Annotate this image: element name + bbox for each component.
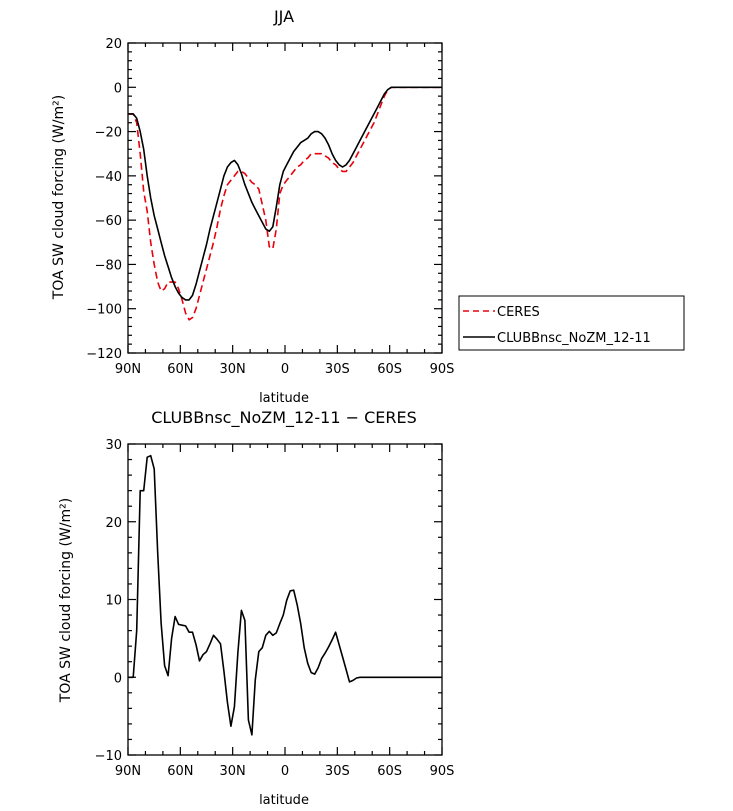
top-x-tick-label: 90N (115, 362, 141, 377)
top-y-tick-label: −120 (86, 347, 122, 362)
top-x-tick-label: 60S (377, 362, 402, 377)
top-series-line-1 (128, 86, 442, 301)
top-y-axis-label: TOA SW cloud forcing (W/m²) (51, 95, 67, 300)
top-y-tick-label: −100 (86, 303, 122, 318)
top-x-axis-label: latitude (259, 391, 309, 406)
bottom-y-tick-label: 20 (105, 516, 122, 531)
top-x-tick-label: 30N (220, 362, 246, 377)
bottom-x-tick-label: 60N (167, 764, 193, 779)
top-y-tick-label: −60 (95, 214, 122, 229)
top-y-tick-label: 20 (105, 37, 122, 52)
bottom-y-tick-label: 30 (105, 438, 122, 453)
bottom-y-axis-label: TOA SW cloud forcing (W/m²) (58, 498, 74, 703)
bottom-x-tick-label: 30N (220, 764, 246, 779)
top-x-tick-label: 60N (167, 362, 193, 377)
top-y-tick-label: −40 (95, 170, 122, 185)
legend: CERES CLUBBnsc_NoZM_12-11 (458, 295, 685, 351)
bottom-x-tick-label: 60S (377, 764, 402, 779)
bottom-plot-frame (127, 443, 443, 756)
bottom-panel: CLUBBnsc_NoZM_12-11 − CERES 90N 60N 30N 0 30… (58, 408, 454, 808)
legend-box (458, 295, 685, 351)
top-panel: JJA 90N 60N 30N 0 30S 60S 90S −120 −100 −80 −60 −40… (51, 7, 685, 406)
top-y-tick-label: 0 (114, 81, 122, 96)
bottom-x-tick-label: 90N (115, 764, 141, 779)
bottom-axis-ticks: 90N 60N 30N 0 30S 60S 90S −10 0 10 20 30 (95, 438, 455, 779)
top-chart-title: JJA (273, 7, 294, 26)
top-x-tick-label: 30S (325, 362, 350, 377)
top-x-tick-label: 90S (430, 362, 455, 377)
top-plot-frame (127, 42, 443, 354)
bottom-x-tick-label: 90S (430, 764, 455, 779)
legend-label-clubb: CLUBBnsc_NoZM_12-11 (497, 331, 651, 346)
top-y-tick-label: −80 (95, 258, 122, 273)
bottom-series-lines (128, 454, 442, 736)
bottom-x-axis-label: latitude (259, 793, 309, 808)
top-series-line-0 (128, 86, 442, 321)
bottom-series-line-0 (128, 454, 442, 736)
bottom-y-tick-label: 0 (114, 671, 122, 686)
top-y-tick-label: −20 (95, 126, 122, 141)
bottom-x-tick-label: 30S (325, 764, 350, 779)
top-x-tick-label: 0 (281, 362, 289, 377)
legend-label-ceres: CERES (497, 305, 540, 320)
top-series-lines (128, 86, 442, 321)
bottom-y-tick-label: −10 (95, 749, 122, 764)
bottom-chart-title: CLUBBnsc_NoZM_12-11 − CERES (151, 408, 416, 428)
bottom-y-tick-label: 10 (105, 594, 122, 609)
bottom-x-tick-label: 0 (281, 764, 289, 779)
